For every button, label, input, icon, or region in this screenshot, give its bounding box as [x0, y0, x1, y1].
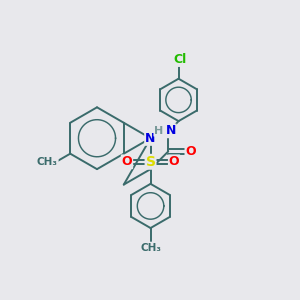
Text: CH₃: CH₃ [37, 157, 58, 167]
Text: O: O [145, 132, 156, 145]
Text: Cl: Cl [173, 53, 187, 66]
Text: N: N [146, 132, 156, 145]
Text: CH₃: CH₃ [140, 243, 161, 253]
Text: N: N [165, 124, 176, 137]
Text: H: H [154, 126, 164, 136]
Text: O: O [186, 145, 196, 158]
Text: O: O [169, 155, 179, 168]
Text: O: O [122, 155, 132, 168]
Text: S: S [146, 155, 155, 169]
